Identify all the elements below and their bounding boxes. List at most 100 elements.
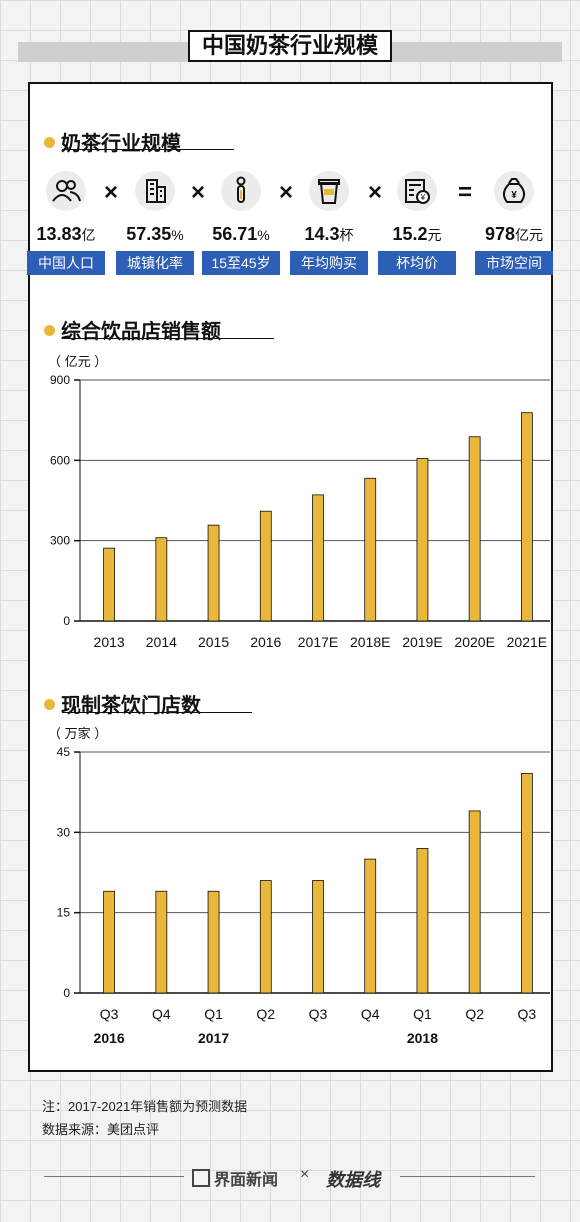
bar — [520, 773, 533, 994]
y-tick-label: 30 — [57, 825, 71, 839]
y-axis-unit-label: （ 亿元 ） — [48, 354, 107, 369]
y-tick-label: 0 — [63, 986, 70, 1000]
bar — [207, 890, 220, 994]
value-urbanization: 57.35% — [110, 224, 200, 245]
bar — [468, 436, 481, 622]
brand-separator: × — [300, 1166, 310, 1183]
y-tick-label: 900 — [50, 373, 70, 387]
bar — [416, 847, 429, 994]
value-age-share: 56.71% — [196, 224, 286, 245]
x-tick-label: 2013 — [94, 634, 125, 650]
bar — [364, 858, 377, 994]
person-icon — [221, 171, 261, 211]
value-population: 13.83亿 — [21, 224, 111, 245]
x-tick-label: Q4 — [152, 1006, 171, 1022]
divider-line — [400, 1176, 535, 1177]
bar — [416, 458, 429, 622]
multiply-operator: × — [191, 179, 206, 206]
main-panel — [28, 82, 553, 1072]
x-tick-label: Q2 — [465, 1006, 484, 1022]
x-tick-label: Q1 — [204, 1006, 223, 1022]
value-number: 14.3 — [304, 224, 340, 244]
value-annual-cups: 14.3杯 — [284, 224, 374, 245]
value-unit: 杯 — [339, 227, 354, 243]
x-tick-label: 2014 — [146, 634, 177, 650]
y-tick-label: 45 — [57, 745, 71, 759]
brand-jiemian-text: 界面新闻 — [214, 1172, 279, 1189]
bar — [364, 477, 377, 622]
x-tick-label: 2021E — [507, 634, 547, 650]
data-source: 数据来源：美团点评 — [42, 1122, 160, 1137]
label-market-space: 市场空间 — [475, 251, 553, 275]
value-number: 15.2 — [392, 224, 428, 244]
label-cup-price: 杯均价 — [378, 251, 456, 275]
brand-jiemian: 界面新闻 — [192, 1166, 278, 1190]
x-tick-label: Q2 — [256, 1006, 275, 1022]
multiply-operator: × — [368, 179, 383, 206]
money-bag-icon: ¥ — [494, 171, 534, 211]
multiply-operator: × — [104, 179, 119, 206]
svg-text:¥: ¥ — [511, 190, 517, 201]
value-number: 57.35 — [126, 224, 172, 244]
buildings-icon — [135, 171, 175, 211]
y-tick-label: 15 — [57, 906, 71, 920]
bar — [103, 547, 116, 622]
bar — [312, 880, 324, 994]
bar — [259, 880, 272, 994]
section-title-text: 奶茶行业规模 — [61, 133, 181, 155]
label-population: 中国人口 — [27, 251, 105, 275]
brand-logo-icon — [192, 1169, 210, 1187]
divider-line — [44, 1176, 184, 1177]
value-unit: % — [257, 227, 270, 243]
y-tick-label: 300 — [50, 534, 70, 548]
year-label: 2018 — [407, 1030, 438, 1046]
year-label: 2016 — [94, 1030, 125, 1046]
x-tick-label: 2018E — [350, 634, 390, 650]
bar — [103, 890, 116, 994]
bar — [312, 494, 324, 622]
section-underline — [62, 149, 234, 150]
value-unit: 亿 — [81, 227, 96, 243]
label-urbanization: 城镇化率 — [116, 251, 194, 275]
bar — [468, 810, 481, 994]
bar — [520, 412, 533, 622]
chart1-title: 综合饮品店销售额 — [61, 321, 221, 343]
bar — [207, 524, 220, 622]
value-unit: 元 — [427, 227, 442, 243]
svg-text:¥: ¥ — [420, 193, 426, 202]
brand-data-wire: 数据线 — [326, 1170, 380, 1190]
section-title-sales: 综合饮品店销售额 — [44, 315, 221, 344]
x-tick-label: Q4 — [361, 1006, 380, 1022]
multiply-operator: × — [279, 179, 294, 206]
year-label: 2017 — [198, 1030, 229, 1046]
value-number: 978 — [484, 224, 516, 244]
stores-bar-chart: （ 万家 ） 0 15 30 45 Q3 Q4 Q1 Q2 Q3 Q4 Q1 Q2 Q3 2016 2017 2… — [48, 726, 550, 1046]
bullet-dot — [44, 699, 55, 711]
bar — [155, 537, 168, 622]
value-cup-price: 15.2元 — [372, 224, 462, 245]
y-tick-label: 0 — [63, 614, 70, 628]
value-market-space: 978亿元 — [469, 224, 559, 245]
cup-icon — [309, 171, 349, 211]
bar — [259, 510, 272, 622]
page-title: 中国奶茶行业规模 — [188, 30, 392, 62]
section-underline — [62, 712, 252, 713]
equals-operator: = — [458, 179, 473, 206]
value-number: 56.71 — [212, 224, 258, 244]
x-tick-label: 2020E — [454, 634, 494, 650]
x-tick-label: 2015 — [198, 634, 229, 650]
chart2-title: 现制茶饮门店数 — [61, 695, 201, 717]
section-title-stores: 现制茶饮门店数 — [44, 689, 201, 718]
people-icon — [46, 171, 86, 211]
label-annual-cups: 年均购买 — [290, 251, 368, 275]
price-tag-icon: ¥ — [397, 171, 437, 211]
value-unit: 亿元 — [515, 227, 544, 243]
value-unit: % — [171, 227, 184, 243]
label-age-share: 15至45岁 — [202, 251, 280, 275]
bar — [155, 890, 168, 994]
y-tick-label: 600 — [50, 453, 70, 467]
value-number: 13.83 — [36, 224, 82, 244]
y-axis-unit-label: （ 万家 ） — [48, 726, 107, 741]
footnote: 注：2017-2021年销售额为预测数据 — [42, 1099, 248, 1114]
x-tick-label: Q3 — [100, 1006, 119, 1022]
